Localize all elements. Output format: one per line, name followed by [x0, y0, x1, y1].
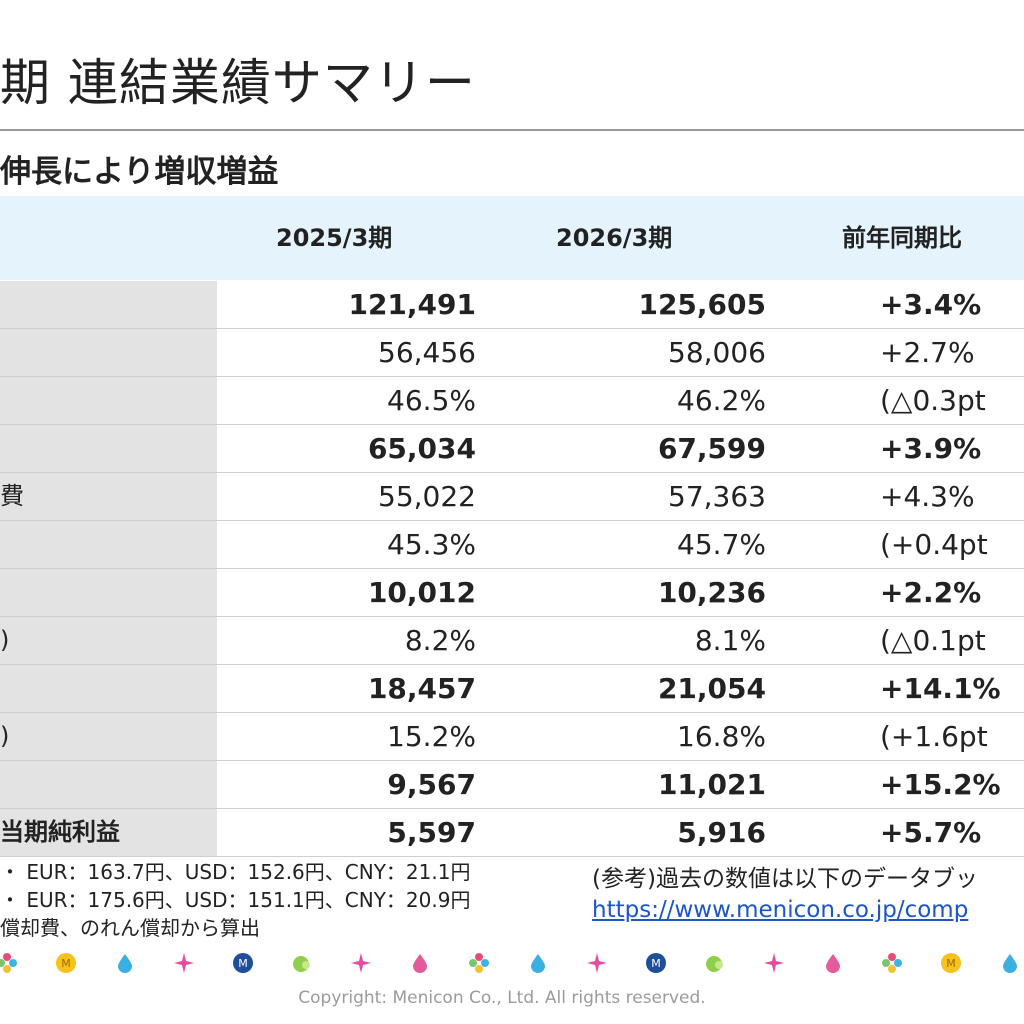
svg-text:M: M — [946, 957, 956, 970]
value-fy2026: 57,363 — [668, 480, 766, 513]
flower-icon — [468, 952, 490, 974]
value-yoy: +15.2% — [880, 768, 1001, 801]
title-divider — [0, 129, 1024, 131]
value-fy2026: 67,599 — [657, 432, 766, 465]
row-label: ) — [0, 713, 217, 760]
value-fy2026: 58,006 — [668, 336, 766, 369]
table-row: 121,491 125,605 +3.4% — [0, 281, 1024, 329]
table-row: ) 8.2% 8.1% (△0.1pt — [0, 617, 1024, 665]
row-label — [0, 761, 217, 808]
note-line: 償却費、のれん償却から算出 — [0, 916, 260, 940]
table-row: ) 15.2% 16.8% (+1.6pt — [0, 713, 1024, 761]
menicon-logo-icon: M — [232, 952, 254, 974]
value-fy2026: 10,236 — [657, 576, 766, 609]
drop-icon — [527, 952, 549, 974]
table-header: 2025/3期 2026/3期 前年同期比 — [0, 196, 1024, 280]
row-label — [0, 521, 217, 568]
table-row: 65,034 67,599 +3.9% — [0, 425, 1024, 473]
value-fy2026: 5,916 — [677, 816, 766, 849]
table-row: 18,457 21,054 +14.1% — [0, 665, 1024, 713]
value-fy2025: 46.5% — [387, 384, 476, 417]
note-line: ・ EUR：175.6円、USD：151.1円、CNY：20.9円 — [0, 888, 471, 912]
table-row: 46.5% 46.2% (△0.3pt — [0, 377, 1024, 425]
value-fy2025: 5,597 — [387, 816, 476, 849]
results-table: 121,491 125,605 +3.4% 56,456 58,006 +2.7% 46.5… — [0, 281, 1024, 857]
page-subtitle: 伸長により増収増益 — [0, 154, 279, 190]
reference-note: (参考)過去の数値は以下のデータブッ https://www.menicon.c… — [592, 864, 978, 926]
value-fy2025: 65,034 — [367, 432, 476, 465]
value-yoy: +14.1% — [880, 672, 1001, 705]
value-fy2026: 8.1% — [694, 624, 766, 657]
drop-icon — [114, 952, 136, 974]
copyright: Copyright: Menicon Co., Ltd. All rights … — [298, 988, 706, 1008]
header-yoy: 前年同期比 — [842, 224, 962, 252]
flower-icon — [0, 952, 18, 974]
value-yoy: (+1.6pt — [880, 720, 988, 753]
reference-link[interactable]: https://www.menicon.co.jp/comp — [592, 897, 969, 923]
value-yoy: +2.7% — [880, 336, 975, 369]
table-row: 56,456 58,006 +2.7% — [0, 329, 1024, 377]
table-row: 10,012 10,236 +2.2% — [0, 569, 1024, 617]
page-title: 期 連結業績サマリー — [0, 54, 476, 112]
drop-icon — [999, 952, 1021, 974]
value-yoy: (△0.1pt — [880, 624, 986, 657]
menicon-logo-icon: M — [645, 952, 667, 974]
pink-drop-icon — [409, 952, 431, 974]
table-row: 9,567 11,021 +15.2% — [0, 761, 1024, 809]
value-fy2025: 8.2% — [404, 624, 476, 657]
sparkle-icon — [586, 952, 608, 974]
coin-icon: M — [55, 952, 77, 974]
coin-icon: M — [940, 952, 962, 974]
value-fy2025: 55,022 — [378, 480, 476, 513]
value-yoy: +4.3% — [880, 480, 975, 513]
sparkle-icon — [173, 952, 195, 974]
value-fy2026: 46.2% — [677, 384, 766, 417]
value-fy2026: 11,021 — [657, 768, 766, 801]
row-label — [0, 281, 217, 328]
leaf-icon — [291, 952, 313, 974]
value-fy2025: 15.2% — [387, 720, 476, 753]
header-fy2026: 2026/3期 — [556, 224, 673, 252]
table-row: 45.3% 45.7% (+0.4pt — [0, 521, 1024, 569]
value-yoy: +2.2% — [880, 576, 982, 609]
note-line: ・ EUR：163.7円、USD：152.6円、CNY：21.1円 — [0, 860, 471, 884]
value-fy2025: 9,567 — [387, 768, 476, 801]
sparkle-icon — [350, 952, 372, 974]
value-fy2025: 56,456 — [378, 336, 476, 369]
table-row: 費 55,022 57,363 +4.3% — [0, 473, 1024, 521]
value-fy2026: 45.7% — [677, 528, 766, 561]
pink-drop-icon — [822, 952, 844, 974]
row-label: ) — [0, 617, 217, 664]
svg-text:M: M — [651, 957, 661, 970]
row-label — [0, 569, 217, 616]
svg-text:M: M — [238, 957, 248, 970]
table-row: 当期純利益 5,597 5,916 +5.7% — [0, 809, 1024, 857]
leaf-icon — [704, 952, 726, 974]
value-fy2026: 21,054 — [657, 672, 766, 705]
value-yoy: (+0.4pt — [880, 528, 988, 561]
row-label — [0, 665, 217, 712]
value-yoy: +3.9% — [880, 432, 982, 465]
reference-text: (参考)過去の数値は以下のデータブッ — [592, 866, 978, 892]
value-yoy: (△0.3pt — [880, 384, 986, 417]
value-yoy: +3.4% — [880, 288, 982, 321]
sparkle-icon — [763, 952, 785, 974]
value-fy2025: 121,491 — [348, 288, 476, 321]
value-fy2025: 18,457 — [367, 672, 476, 705]
row-label — [0, 329, 217, 376]
value-fy2026: 125,605 — [638, 288, 766, 321]
value-yoy: +5.7% — [880, 816, 982, 849]
exchange-rate-notes: ・ EUR：163.7円、USD：152.6円、CNY：21.1円 ・ EUR：… — [0, 858, 470, 942]
flower-icon — [881, 952, 903, 974]
row-label — [0, 377, 217, 424]
value-fy2025: 45.3% — [387, 528, 476, 561]
row-label: 当期純利益 — [0, 809, 217, 856]
svg-text:M: M — [61, 957, 71, 970]
row-label: 費 — [0, 473, 217, 520]
row-label — [0, 425, 217, 472]
value-fy2026: 16.8% — [677, 720, 766, 753]
header-fy2025: 2025/3期 — [276, 224, 393, 252]
value-fy2025: 10,012 — [367, 576, 476, 609]
